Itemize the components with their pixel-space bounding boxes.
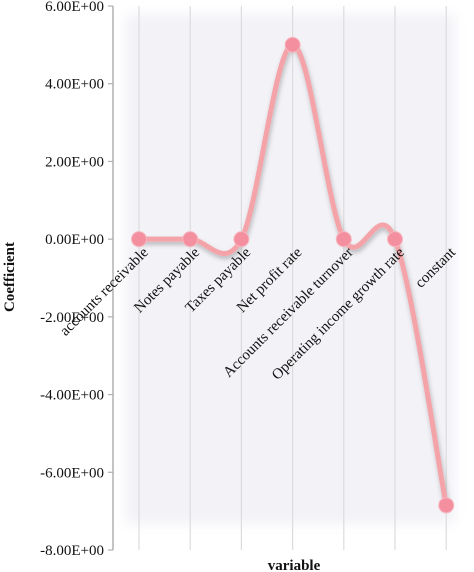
data-point (182, 231, 199, 248)
data-markers (131, 36, 455, 514)
data-point (233, 231, 250, 248)
data-point (387, 231, 403, 248)
gridlines (138, 6, 447, 550)
data-point (131, 231, 147, 248)
y-axis-ticks: 6.00E+00 4.00E+00 2.00E+00 0.00E+00 -2.00E+0… (40, 0, 113, 559)
y-tick-label: 0.00E+00 (45, 232, 104, 248)
y-tick-label: -2.00E+00 (40, 310, 104, 326)
y-tick-label: 2.00E+00 (45, 154, 104, 170)
y-tick-label: 6.00E+00 (45, 0, 104, 15)
y-tick-label: -6.00E+00 (40, 465, 104, 481)
series-line (136, 42, 449, 508)
y-tick-label: -4.00E+00 (40, 388, 104, 404)
data-point (438, 497, 455, 514)
data-point (335, 231, 352, 248)
data-point (284, 36, 301, 53)
x-axis-title: variable (268, 558, 321, 572)
y-tick-label: -8.00E+00 (40, 543, 104, 559)
y-tick-label: 4.00E+00 (45, 77, 104, 93)
plot-background (125, 14, 455, 524)
y-axis-title: Coefficient (2, 242, 18, 312)
